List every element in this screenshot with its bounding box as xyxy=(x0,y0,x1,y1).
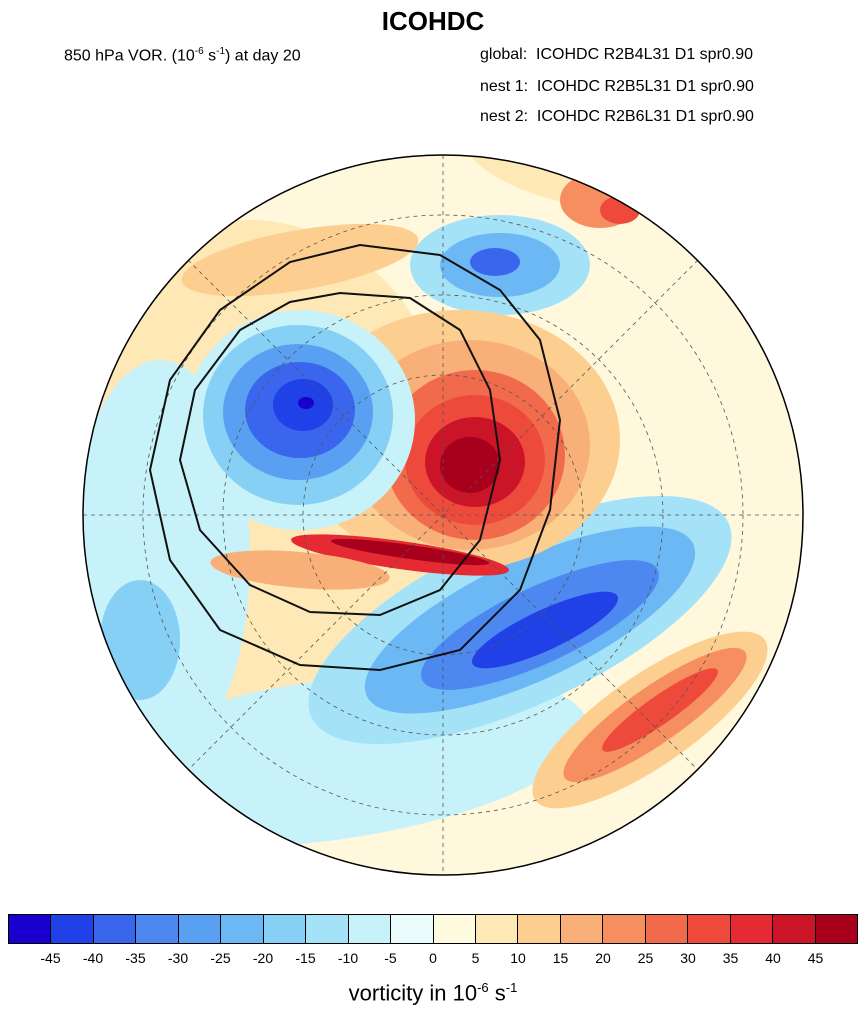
colorbar-box xyxy=(475,915,519,943)
field-band xyxy=(100,580,180,700)
colorbar-box xyxy=(348,915,392,943)
graticule xyxy=(83,155,803,875)
nest-2-boundary xyxy=(178,291,502,617)
colorbar-tick-label: 5 xyxy=(471,950,480,966)
colorbar-box xyxy=(603,915,646,943)
colorbar-tick-label: 15 xyxy=(552,950,569,966)
colorbar-box xyxy=(51,915,94,943)
colorbar-box xyxy=(93,915,137,943)
colorbar-box xyxy=(178,915,222,943)
colorbar-tick-label: 30 xyxy=(680,950,696,966)
colorbar-tick-label: -40 xyxy=(82,950,104,966)
colorbar-box xyxy=(815,915,858,943)
field-band xyxy=(298,397,314,409)
colorbar-tick-label: -35 xyxy=(125,950,146,966)
colorbar-tick-label: 0 xyxy=(429,950,437,966)
nest-boundaries xyxy=(148,243,562,672)
globe-outline xyxy=(82,154,804,876)
colorbar-ticks: -45 -40 -35 -30 -25 -20 -15 -10 -5 0 5 10 15 20 25 30 35… xyxy=(0,950,866,970)
colorbar-box xyxy=(433,915,476,943)
field-band xyxy=(210,550,390,590)
field-band xyxy=(470,248,520,276)
field-band xyxy=(330,538,490,566)
colorbar-tick-label: 25 xyxy=(637,950,654,966)
field-band xyxy=(602,668,718,752)
colorbar-tick-label: -30 xyxy=(167,950,189,966)
colorbar-box xyxy=(688,915,731,943)
colorbar-box xyxy=(9,915,52,943)
vorticity-field xyxy=(83,155,803,875)
field-band xyxy=(472,591,618,669)
field-band xyxy=(440,437,500,493)
colorbar-tick-label: 10 xyxy=(510,950,526,966)
colorbar-box xyxy=(306,915,349,943)
colorbar-box xyxy=(221,915,264,943)
colorbar-box xyxy=(645,915,689,943)
colorbar-tick-label: -5 xyxy=(384,950,397,966)
colorbar-tick-label: -25 xyxy=(210,950,231,966)
grid-label-nest-2: nest 2: ICOHDC R2B6L31 D1 spr0.90 xyxy=(480,108,754,125)
colorbar xyxy=(8,914,858,944)
colorbar-units: vorticity in 10-6 s-1 xyxy=(348,980,518,1006)
colorbar-box xyxy=(518,915,561,943)
colorbar-box xyxy=(391,915,434,943)
colorbar-tick-label: 45 xyxy=(807,950,824,966)
colorbar-box xyxy=(263,915,307,943)
colorbar-box xyxy=(560,915,604,943)
nest-1-boundary xyxy=(148,243,562,672)
colorbar-tick-label: 35 xyxy=(722,950,739,966)
grid-label-nest-1: nest 1: ICOHDC R2B5L31 D1 spr0.90 xyxy=(480,78,754,95)
colorbar-tick-label: -20 xyxy=(252,950,274,966)
colorbar-tick-label: -15 xyxy=(295,950,316,966)
colorbar-tick-label: -10 xyxy=(337,950,359,966)
colorbar-tick-label: 40 xyxy=(765,950,781,966)
grid-label-global: global: ICOHDC R2B4L31 D1 spr0.90 xyxy=(480,46,754,63)
colorbar-box xyxy=(730,915,774,943)
vorticity-map xyxy=(82,154,804,876)
colorbar-box xyxy=(136,915,179,943)
colorbar-box xyxy=(773,915,816,943)
colorbar-tick-label: 20 xyxy=(595,950,611,966)
field-label: 850 hPa VOR. (10-6 s-1) at day 20 xyxy=(64,46,301,65)
page-title: ICOHDC xyxy=(381,6,485,36)
colorbar-tick-label: -45 xyxy=(40,950,61,966)
